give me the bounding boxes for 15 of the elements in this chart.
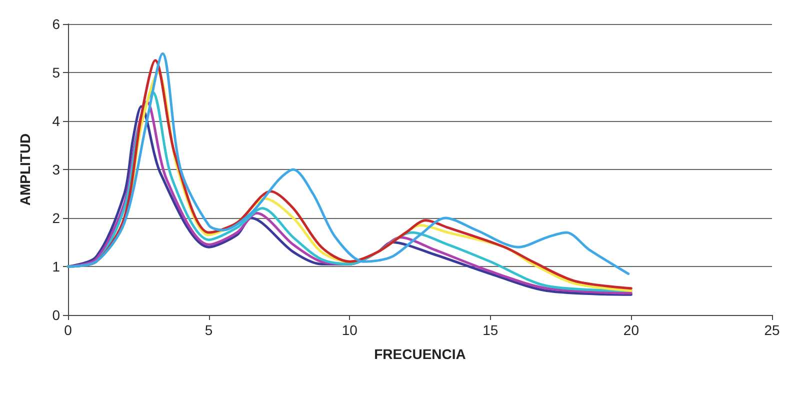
y-tick-label: 1 (52, 258, 60, 274)
y-tick-label: 6 (52, 16, 60, 32)
x-tick-label: 15 (482, 322, 498, 338)
y-tick-label: 2 (52, 210, 60, 226)
x-tick-label: 20 (623, 322, 640, 338)
y-tick-label: 3 (52, 162, 60, 178)
y-tick-label: 4 (52, 113, 60, 129)
x-axis-title: FRECUENCIA (374, 346, 466, 362)
x-tick-label: 10 (342, 322, 358, 338)
y-tick-label: 0 (52, 307, 60, 323)
y-axis-title: AMPLITUD (17, 133, 33, 206)
x-tick-label: 0 (64, 322, 72, 338)
x-tick-label: 5 (204, 322, 213, 338)
x-tick-label: 25 (764, 322, 780, 338)
y-tick-label: 5 (52, 64, 60, 80)
